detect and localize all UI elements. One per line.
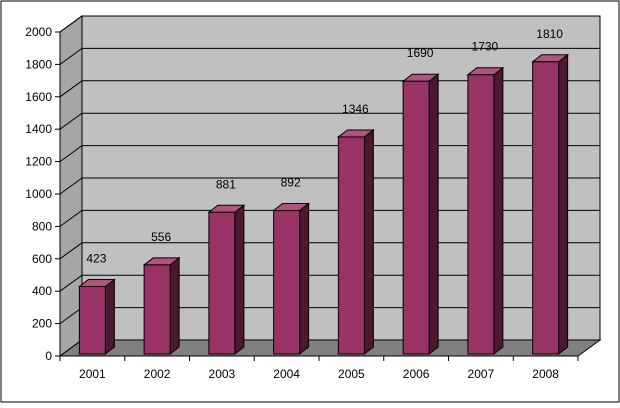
bar-2006 bbox=[401, 73, 440, 356]
bar-front bbox=[143, 264, 171, 355]
bar-side bbox=[558, 53, 569, 356]
bar-side bbox=[363, 128, 374, 356]
bar-front bbox=[337, 136, 365, 355]
bar-2001 bbox=[77, 278, 116, 356]
bar-side bbox=[169, 256, 180, 356]
y-tick-label: 0 bbox=[45, 349, 52, 363]
bar-2007 bbox=[466, 66, 505, 356]
floor-plane bbox=[58, 339, 602, 357]
y-axis: 0 200 400 600 800 1000 1200 1400 1600 1800 2000 bbox=[25, 25, 61, 363]
x-tick-label: 2008 bbox=[532, 367, 559, 381]
y-tick-label: 1800 bbox=[25, 57, 52, 71]
y-tick-label: 1000 bbox=[25, 187, 52, 201]
bar-2003 bbox=[207, 204, 246, 356]
value-label-2007: 1730 bbox=[472, 40, 499, 54]
gridline bbox=[59, 47, 600, 65]
bar-front bbox=[532, 61, 560, 355]
value-label-2003: 881 bbox=[216, 177, 236, 191]
value-label-2008: 1810 bbox=[536, 27, 563, 41]
y-tick-label: 1200 bbox=[25, 155, 52, 169]
bar-side bbox=[299, 202, 310, 356]
x-tick-label: 2003 bbox=[209, 367, 236, 381]
bar-side bbox=[104, 278, 115, 356]
y-tick-label: 600 bbox=[32, 252, 52, 266]
bar-2004 bbox=[272, 202, 311, 356]
bar-front bbox=[467, 74, 495, 355]
bar-side bbox=[234, 204, 245, 356]
x-tick-label: 2005 bbox=[338, 367, 365, 381]
bar-2002 bbox=[142, 256, 181, 356]
bar-side bbox=[493, 66, 504, 356]
x-tick-label: 2004 bbox=[273, 367, 300, 381]
bars bbox=[77, 53, 570, 356]
y-tick-label: 400 bbox=[32, 284, 52, 298]
gridline bbox=[59, 15, 600, 33]
bar-front bbox=[273, 209, 301, 355]
y-tick-label: 1600 bbox=[25, 90, 52, 104]
bar-side bbox=[428, 73, 439, 356]
chart-floor bbox=[58, 339, 602, 357]
y-tick-label: 2000 bbox=[25, 25, 52, 39]
value-label-2001: 423 bbox=[86, 251, 106, 265]
bar-front bbox=[208, 211, 236, 355]
y-tick-label: 800 bbox=[32, 219, 52, 233]
value-label-2005: 1346 bbox=[342, 102, 369, 116]
x-tick-label: 2006 bbox=[403, 367, 430, 381]
value-labels: 423 556 881 892 1346 1690 1730 1810 bbox=[86, 27, 563, 266]
bar-front bbox=[78, 285, 106, 355]
y-tick-label: 1400 bbox=[25, 122, 52, 136]
value-label-2004: 892 bbox=[281, 175, 301, 189]
x-tick-label: 2001 bbox=[79, 367, 106, 381]
bar-2008 bbox=[531, 53, 570, 356]
x-tick-label: 2002 bbox=[144, 367, 171, 381]
x-tick-label: 2007 bbox=[468, 367, 495, 381]
value-label-2002: 556 bbox=[151, 230, 171, 244]
chart-walls bbox=[59, 15, 601, 357]
bar-front bbox=[402, 80, 430, 355]
x-axis: 2001 2002 2003 2004 2005 2006 2007 2008 bbox=[59, 355, 579, 381]
y-tick-label: 200 bbox=[32, 317, 52, 331]
bar-2005 bbox=[336, 128, 375, 356]
value-label-2006: 1690 bbox=[407, 46, 434, 60]
